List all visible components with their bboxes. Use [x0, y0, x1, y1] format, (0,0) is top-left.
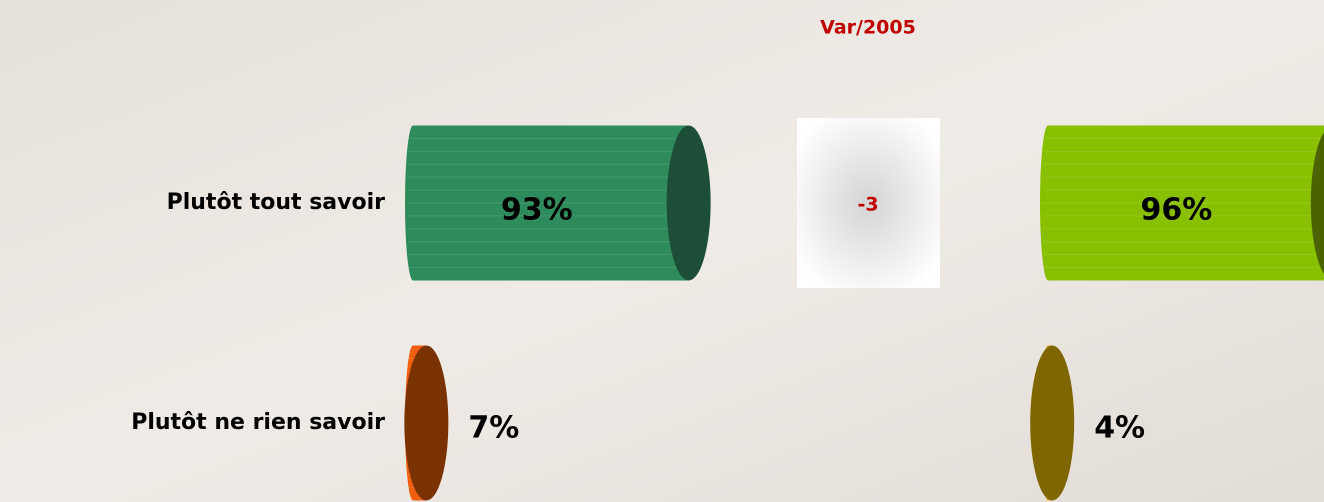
cylinder-bar [404, 345, 449, 501]
value-label: 96% [1140, 193, 1212, 228]
category-label: Plutôt tout savoir [167, 190, 386, 215]
variation-value: -3 [857, 194, 878, 216]
bar-cap [1030, 345, 1075, 501]
variation-box [797, 118, 940, 288]
cylinder-bar [1040, 125, 1324, 281]
bar-body [405, 125, 689, 281]
bar-cap [1310, 131, 1324, 275]
value-label: 7% [468, 411, 519, 446]
bar-cap [666, 125, 711, 281]
category-label: Plutôt ne rien savoir [131, 410, 385, 435]
variation-title: Var/2005 [820, 17, 916, 39]
bar-cap [404, 345, 449, 501]
bar-body [1040, 125, 1324, 281]
cylinder-bar [405, 125, 711, 281]
value-label: 4% [1094, 411, 1145, 446]
cylinder-bar [1030, 345, 1075, 501]
value-label: 93% [501, 193, 573, 228]
